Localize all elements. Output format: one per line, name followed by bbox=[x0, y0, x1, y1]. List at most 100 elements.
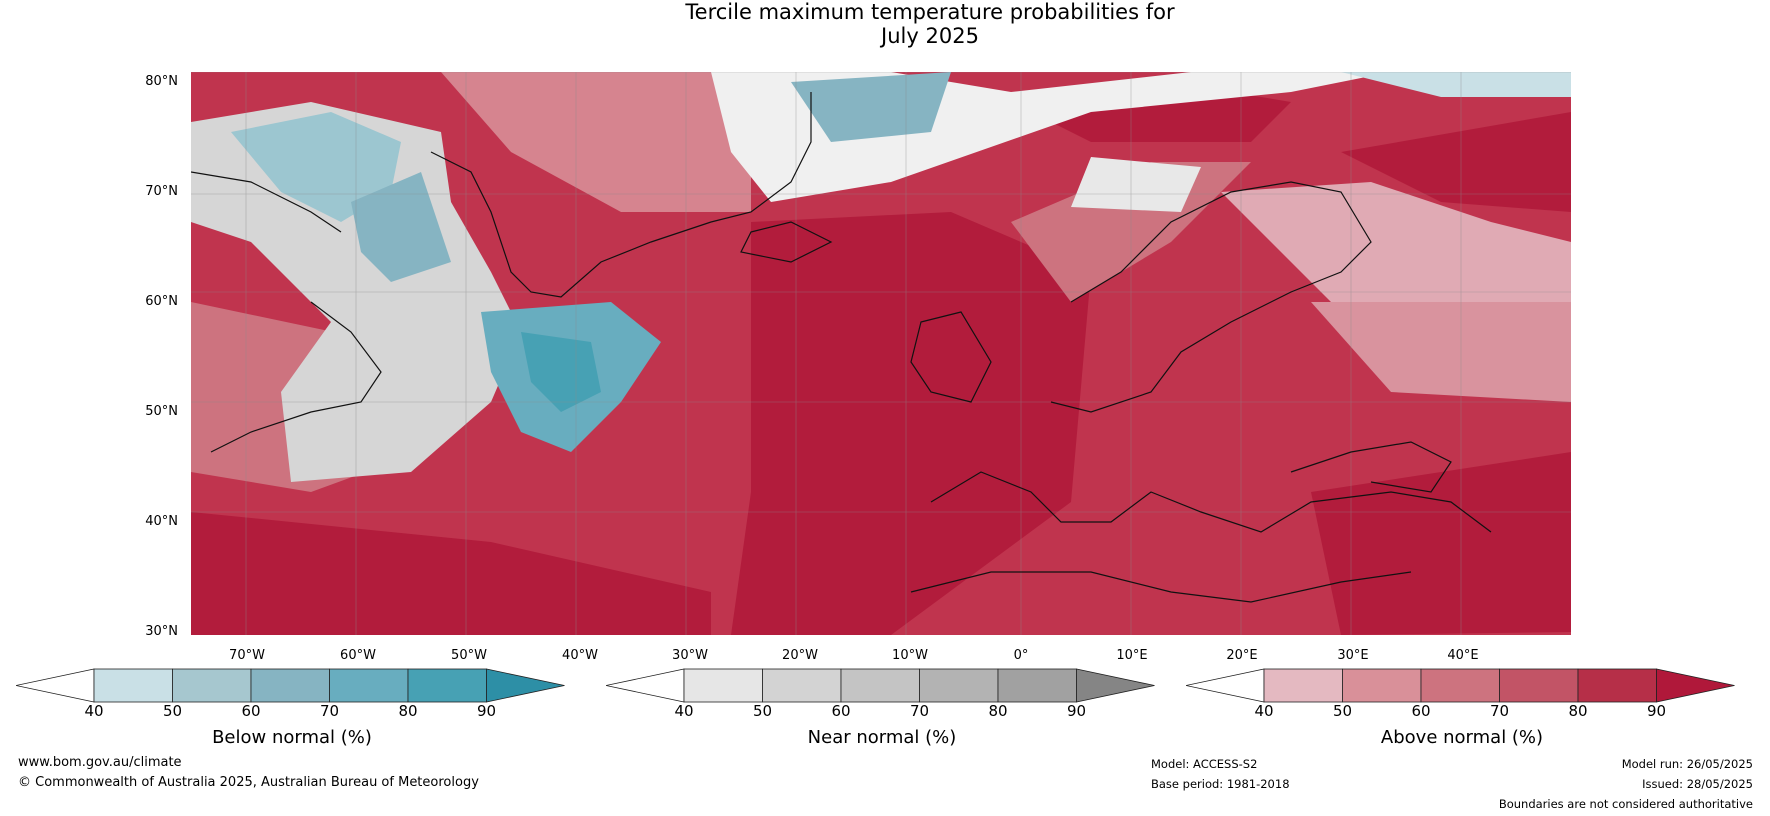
colorbar-swatch bbox=[172, 668, 252, 703]
website-url: www.bom.gov.au/climate bbox=[18, 755, 182, 770]
colorbar-swatch bbox=[1499, 668, 1579, 703]
lon-label-20w: 20°W bbox=[782, 648, 818, 663]
copyright-text: © Commonwealth of Australia 2025, Austra… bbox=[18, 775, 479, 790]
colorbar-below-normal bbox=[16, 668, 565, 703]
base-period: Base period: 1981-2018 bbox=[1151, 777, 1290, 791]
colorbar-swatch bbox=[762, 668, 842, 703]
colorbar-near-normal bbox=[606, 668, 1155, 703]
colorbar-above-normal bbox=[1186, 668, 1735, 703]
below-normal-north-edge bbox=[1341, 72, 1571, 97]
lon-label-30w: 30°W bbox=[672, 648, 708, 663]
colorbar-tick-label: 90 bbox=[1066, 702, 1087, 720]
title-line-2: July 2025 bbox=[881, 24, 979, 48]
colorbar-high-extend bbox=[486, 668, 565, 703]
colorbar-swatch bbox=[329, 668, 409, 703]
above-normal-60-east bbox=[1311, 302, 1571, 402]
colorbar-swatch bbox=[1577, 668, 1657, 703]
colorbar-tick-label: 40 bbox=[674, 702, 694, 720]
colorbar-tick-label: 40 bbox=[1254, 702, 1274, 720]
above-normal-90-russia bbox=[1341, 112, 1571, 212]
below-normal-svalbard bbox=[791, 72, 951, 142]
colorbar-tick-label: 80 bbox=[988, 702, 1008, 720]
boundaries-disclaimer: Boundaries are not considered authoritat… bbox=[1498, 797, 1753, 811]
lon-label-10w: 10°W bbox=[892, 648, 928, 663]
colorbar-swatch bbox=[1420, 668, 1500, 703]
lon-label-0: 0° bbox=[1013, 648, 1029, 663]
colorbar-tick-label: 90 bbox=[1646, 702, 1667, 720]
colorbar-tick-label: 50 bbox=[162, 702, 183, 720]
colorbar-swatch bbox=[840, 668, 920, 703]
lon-label-30e: 30°E bbox=[1337, 648, 1369, 663]
lon-label-40w: 40°W bbox=[562, 648, 598, 663]
colorbar-below-label: Below normal (%) bbox=[212, 727, 372, 748]
lon-label-40e: 40°E bbox=[1447, 648, 1479, 663]
lon-label-70w: 70°W bbox=[229, 648, 265, 663]
colorbar-above-swatches bbox=[1186, 668, 1735, 703]
mediterranean-north-coast bbox=[930, 471, 1492, 533]
map-contours bbox=[191, 72, 1571, 635]
map-title: Tercile maximum temperature probabilitie… bbox=[0, 0, 1770, 48]
colorbar-swatch bbox=[1342, 668, 1422, 703]
title-line-1: Tercile maximum temperature probabilitie… bbox=[685, 0, 1175, 24]
colorbar-near-swatches bbox=[606, 668, 1155, 703]
north-africa-coast bbox=[910, 571, 1412, 603]
colorbar-above-label: Above normal (%) bbox=[1380, 727, 1544, 748]
coastlines bbox=[191, 92, 1492, 603]
lat-label-70: 70°N bbox=[145, 184, 178, 199]
colorbar-tick-label: 70 bbox=[909, 702, 930, 720]
colorbar-swatch bbox=[93, 668, 173, 703]
colorbar-low-extend bbox=[16, 668, 95, 703]
colorbar-swatch bbox=[683, 668, 763, 703]
colorbar-low-extend bbox=[606, 668, 685, 703]
colorbar-tick-label: 70 bbox=[319, 702, 340, 720]
greenland-coast bbox=[430, 92, 812, 298]
colorbar-swatch bbox=[1263, 668, 1343, 703]
colorbar-below-swatches bbox=[16, 668, 565, 703]
colorbar-high-extend bbox=[1656, 668, 1735, 703]
baffin-coast bbox=[191, 171, 342, 233]
above-normal-60-greenland bbox=[441, 72, 751, 212]
lat-label-80: 80°N bbox=[145, 74, 178, 89]
colorbar-low-extend bbox=[1186, 668, 1265, 703]
iceland-coast bbox=[740, 221, 833, 263]
graticule bbox=[191, 72, 1571, 635]
lon-label-10e: 10°E bbox=[1116, 648, 1148, 663]
colorbar-swatch bbox=[919, 668, 999, 703]
colorbar-tick-label: 80 bbox=[1568, 702, 1588, 720]
below-normal-core bbox=[521, 332, 601, 412]
issued-date: Issued: 28/05/2025 bbox=[1642, 777, 1753, 791]
colorbar-tick-label: 40 bbox=[84, 702, 104, 720]
colorbar-tick-label: 60 bbox=[1411, 702, 1431, 720]
britain-coast bbox=[910, 311, 992, 403]
colorbar-tick-label: 50 bbox=[752, 702, 773, 720]
lon-label-60w: 60°W bbox=[340, 648, 376, 663]
near-normal-norway bbox=[1071, 157, 1201, 212]
colorbar-swatch bbox=[250, 668, 330, 703]
probability-map bbox=[191, 72, 1571, 635]
lat-label-50: 50°N bbox=[145, 404, 178, 419]
lon-label-20e: 20°E bbox=[1226, 648, 1258, 663]
below-normal-labrador-sea bbox=[351, 172, 451, 282]
lat-label-30: 30°N bbox=[145, 624, 178, 639]
colorbar-high-extend bbox=[1076, 668, 1155, 703]
colorbar-swatch bbox=[407, 668, 487, 703]
colorbar-tick-label: 70 bbox=[1489, 702, 1510, 720]
black-sea-coast bbox=[1290, 441, 1452, 493]
lon-label-50w: 50°W bbox=[451, 648, 487, 663]
scandinavia-coast bbox=[1050, 181, 1372, 413]
below-normal-baffin bbox=[231, 112, 401, 222]
above-normal-90-turkey bbox=[1311, 452, 1571, 635]
colorbar-tick-label: 60 bbox=[831, 702, 851, 720]
colorbar-tick-label: 60 bbox=[241, 702, 261, 720]
model-run-date: Model run: 26/05/2025 bbox=[1621, 757, 1753, 771]
above-normal-90-south-atlantic bbox=[191, 512, 711, 635]
colorbar-tick-label: 80 bbox=[398, 702, 418, 720]
colorbar-swatch bbox=[997, 668, 1077, 703]
labrador-coast bbox=[210, 301, 382, 453]
above-normal-90-atlantic bbox=[731, 212, 1091, 635]
lat-label-60: 60°N bbox=[145, 294, 178, 309]
model-name: Model: ACCESS-S2 bbox=[1151, 757, 1258, 771]
colorbar-tick-label: 50 bbox=[1332, 702, 1353, 720]
colorbar-near-label: Near normal (%) bbox=[807, 727, 957, 748]
lat-label-40: 40°N bbox=[145, 514, 178, 529]
